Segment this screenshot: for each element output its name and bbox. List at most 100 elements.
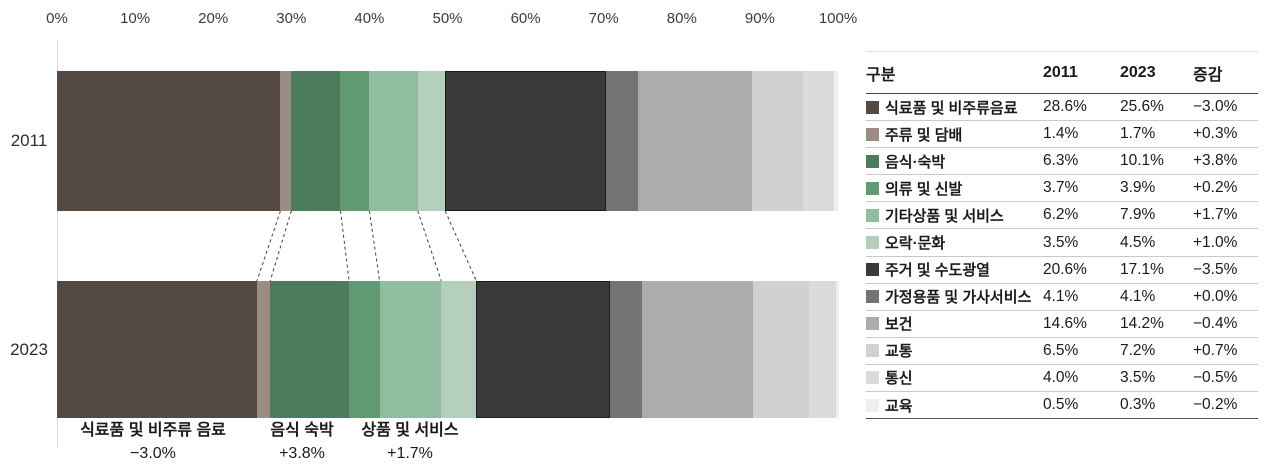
legend-swatch <box>866 290 879 304</box>
bar-segment-2023-8 <box>609 281 642 418</box>
annotation: 상품 및 서비스 +1.7% <box>361 419 458 465</box>
category-label: 주거 및 수도광열 <box>885 262 990 280</box>
legend-swatch <box>866 181 879 195</box>
bar-segment-2023-7 <box>476 281 610 418</box>
x-axis-tick: 100% <box>818 10 858 27</box>
legend-swatch <box>866 263 879 277</box>
x-axis-tick: 30% <box>276 10 307 27</box>
annotation-delta: +1.7% <box>387 445 433 462</box>
table-row: 교육 0.5% 0.3% −0.2% <box>866 392 1258 420</box>
table-row: 기타상품 및 서비스 6.2% 7.9% +1.7% <box>866 202 1258 230</box>
table-header-cell: 2023 <box>1120 63 1156 81</box>
year-label-2023: 2023 <box>10 340 48 359</box>
category-label: 보건 <box>885 316 913 334</box>
annotation-label: 음식 숙박 <box>270 422 334 439</box>
legend-swatch <box>866 236 879 250</box>
category-label: 식료품 및 비주류음료 <box>885 99 1018 117</box>
summary-table: 구분 2011 2023 증감 식료품 및 비주류음료 28.6% 25.6% −3.0% 주… <box>866 51 1258 420</box>
value-2011: 14.6% <box>1043 314 1087 332</box>
value-delta: +1.7% <box>1193 206 1238 224</box>
value-2011: 6.3% <box>1043 152 1079 170</box>
value-2011: 20.6% <box>1043 260 1087 278</box>
annotation-delta: +3.8% <box>279 445 325 462</box>
bar-segment-2011-11 <box>802 71 834 211</box>
legend-swatch <box>866 371 879 385</box>
legend-swatch <box>866 344 879 358</box>
value-2011: 4.1% <box>1043 287 1079 305</box>
table-row: 의류 및 신발 3.7% 3.9% +0.2% <box>866 175 1258 203</box>
value-2023: 14.2% <box>1120 314 1164 332</box>
table-row: 교통 6.5% 7.2% +0.7% <box>866 338 1258 365</box>
value-delta: −0.5% <box>1193 368 1238 386</box>
value-2023: 3.5% <box>1120 368 1156 386</box>
value-delta: −0.2% <box>1193 396 1238 414</box>
bar-segment-2023-1 <box>57 281 257 418</box>
bar-segment-2011-10 <box>752 71 803 211</box>
table-row: 식료품 및 비주류음료 28.6% 25.6% −3.0% <box>866 94 1258 122</box>
connector-line <box>269 210 292 282</box>
table-row: 음식·숙박 6.3% 10.1% +3.8% <box>866 148 1258 176</box>
bar-2011 <box>57 71 838 211</box>
value-2023: 7.9% <box>1120 206 1156 224</box>
value-delta: −0.4% <box>1193 314 1238 332</box>
x-axis-tick: 20% <box>198 10 229 27</box>
annotation-delta: −3.0% <box>130 445 176 462</box>
value-2011: 6.2% <box>1043 206 1079 224</box>
table-row: 주류 및 담배 1.4% 1.7% +0.3% <box>866 121 1258 149</box>
legend-swatch <box>866 154 879 168</box>
annotation: 식료품 및 비주류 음료 −3.0% <box>80 419 226 465</box>
bar-segment-2011-3 <box>291 71 341 211</box>
annotation-label: 상품 및 서비스 <box>361 422 459 439</box>
legend-swatch <box>866 208 879 222</box>
bar-segment-2011-6 <box>417 71 446 211</box>
x-axis-tick: 10% <box>120 10 151 27</box>
value-2011: 3.7% <box>1043 179 1079 197</box>
category-label: 음식·숙박 <box>885 153 946 171</box>
category-label: 통신 <box>885 370 913 388</box>
value-2023: 4.1% <box>1120 287 1156 305</box>
x-axis-tick: 60% <box>510 10 541 27</box>
value-2023: 1.7% <box>1120 125 1156 143</box>
value-2023: 17.1% <box>1120 260 1164 278</box>
connector-line <box>368 210 381 282</box>
legend-swatch <box>866 127 879 141</box>
table-row: 오락·문화 3.5% 4.5% +1.0% <box>866 229 1258 257</box>
table-body: 식료품 및 비주류음료 28.6% 25.6% −3.0% 주류 및 담배 1.4% 1.7… <box>866 94 1258 420</box>
value-delta: +0.0% <box>1193 287 1238 305</box>
annotation-label: 식료품 및 비주류 음료 <box>80 422 226 439</box>
value-delta: −3.5% <box>1193 260 1238 278</box>
bar-segment-2011-4 <box>340 71 370 211</box>
connector-line <box>444 210 477 282</box>
x-axis-tick: 70% <box>588 10 619 27</box>
value-delta: −3.0% <box>1193 98 1238 116</box>
table-row: 가정용품 및 가사서비스 4.1% 4.1% +0.0% <box>866 284 1258 311</box>
bar-segment-2011-8 <box>605 71 638 211</box>
legend-swatch <box>866 100 879 114</box>
annotations: 식료품 및 비주류 음료 −3.0% 음식 숙박 +3.8% 상품 및 서비스 +1.7% <box>0 419 860 469</box>
table-header: 구분 2011 2023 증감 <box>866 52 1258 94</box>
value-delta: +0.2% <box>1193 179 1238 197</box>
bar-segment-2023-10 <box>752 281 810 418</box>
bar-segment-2023-6 <box>441 281 477 418</box>
value-2023: 10.1% <box>1120 152 1164 170</box>
legend-swatch <box>866 317 879 331</box>
category-label: 의류 및 신발 <box>885 180 963 198</box>
x-axis-tick: 50% <box>432 10 463 27</box>
bar-2023 <box>57 281 839 418</box>
category-label: 기타상품 및 서비스 <box>885 207 1004 225</box>
value-2011: 0.5% <box>1043 396 1079 414</box>
value-2011: 1.4% <box>1043 125 1079 143</box>
table-row: 통신 4.0% 3.5% −0.5% <box>866 365 1258 393</box>
bar-segment-2023-3 <box>270 281 350 418</box>
year-label-2011: 2011 <box>10 131 48 150</box>
table-row: 주거 및 수도광열 20.6% 17.1% −3.5% <box>866 257 1258 284</box>
annotation: 음식 숙박 +3.8% <box>270 419 333 465</box>
bar-segment-2023-12 <box>836 281 839 418</box>
y-axis-line <box>57 40 58 448</box>
value-2011: 6.5% <box>1043 341 1079 359</box>
x-axis-tick: 90% <box>744 10 775 27</box>
value-delta: +3.8% <box>1193 152 1238 170</box>
bar-segment-2011-1 <box>57 71 281 211</box>
value-2023: 3.9% <box>1120 179 1156 197</box>
